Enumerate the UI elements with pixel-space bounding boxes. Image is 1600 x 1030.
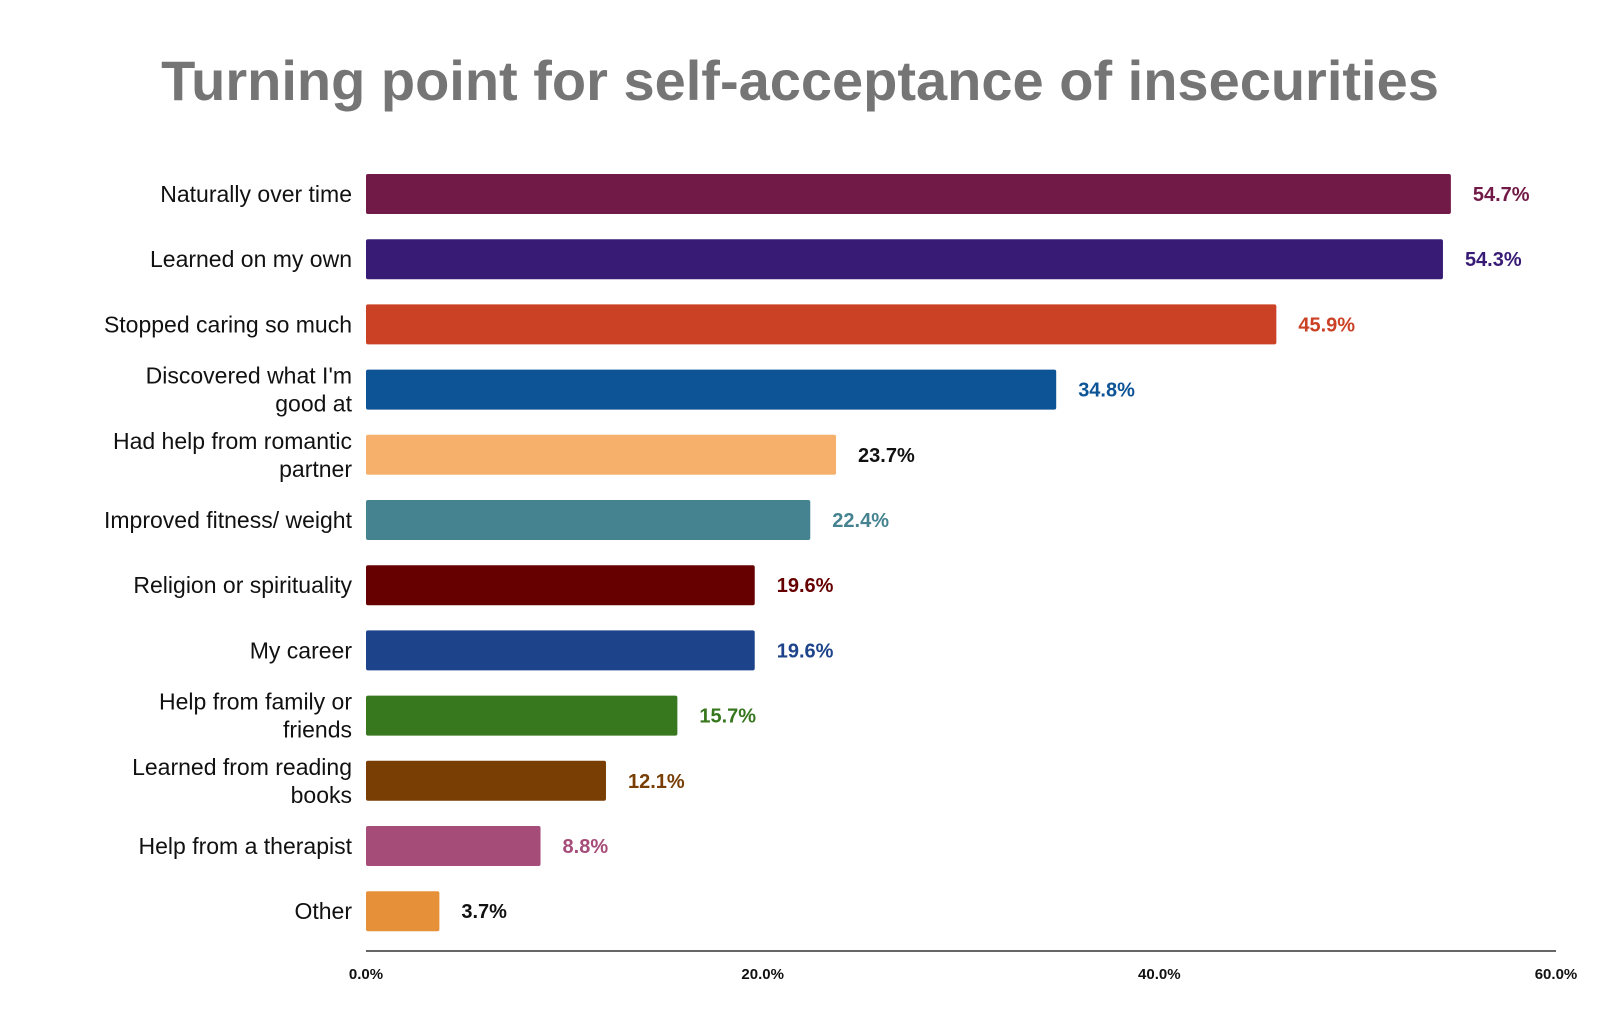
- category-label: Discovered what I'm good at: [146, 363, 353, 417]
- bar-value-label: 19.6%: [777, 640, 834, 662]
- category-label: Help from a therapist: [139, 833, 353, 859]
- chart-title: Turning point for self-acceptance of ins…: [161, 49, 1439, 112]
- bar: [366, 891, 440, 932]
- bar: [366, 760, 606, 801]
- bar: [366, 174, 1451, 214]
- category-label: Stopped caring so much: [104, 311, 352, 337]
- category-label: Naturally over time: [160, 181, 352, 207]
- bar-value-label: 54.3%: [1465, 249, 1522, 271]
- bar-value-label: 12.1%: [628, 771, 685, 793]
- bar-value-label: 15.7%: [699, 706, 756, 728]
- x-tick-label: 20.0%: [741, 966, 784, 983]
- x-tick-label: 40.0%: [1138, 966, 1181, 983]
- x-tick-label: 60.0%: [1535, 966, 1578, 983]
- category-label: Learned on my own: [150, 246, 352, 272]
- bar: [366, 500, 811, 540]
- bar: [366, 695, 678, 736]
- bar: [366, 630, 755, 671]
- bar-value-label: 22.4%: [832, 510, 889, 532]
- category-label: Learned from reading books: [132, 754, 352, 808]
- bar: [366, 826, 541, 866]
- bar: [366, 565, 755, 606]
- bar-value-label: 54.7%: [1473, 184, 1530, 206]
- bar-value-label: 3.7%: [461, 901, 507, 923]
- category-label: Had help from romantic partner: [113, 428, 352, 482]
- bar-value-label: 34.8%: [1078, 380, 1135, 402]
- category-label: Religion or spirituality: [133, 572, 352, 598]
- category-label: Other: [294, 898, 352, 924]
- bar: [366, 369, 1057, 410]
- bar-value-label: 19.6%: [777, 575, 834, 597]
- bar-value-label: 8.8%: [563, 836, 609, 858]
- bar-value-label: 23.7%: [858, 445, 915, 467]
- x-tick-label: 0.0%: [349, 966, 383, 983]
- bar: [366, 239, 1443, 280]
- bar: [366, 434, 837, 475]
- bar-value-label: 45.9%: [1298, 314, 1355, 336]
- bar: [366, 304, 1277, 345]
- category-label: My career: [250, 637, 353, 663]
- category-label: Improved fitness/ weight: [104, 507, 353, 533]
- category-label: Help from family or friends: [159, 689, 352, 743]
